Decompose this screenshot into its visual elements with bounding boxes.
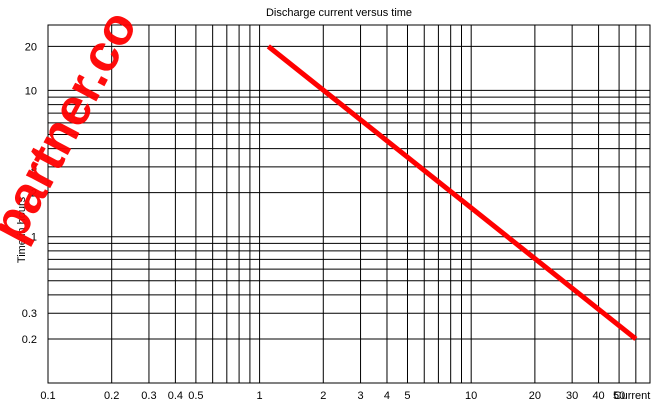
y-tick-label: 10 [25, 85, 37, 97]
x-tick-label: 0.2 [104, 390, 119, 402]
x-tick-label: 50 [613, 390, 625, 402]
x-tick-label: 20 [529, 390, 541, 402]
x-tick-label: 3 [357, 390, 363, 402]
x-tick-label: 10 [465, 390, 477, 402]
x-tick-label: 5 [404, 390, 410, 402]
plot-frame [47, 24, 651, 384]
y-tick-label: 3 [31, 162, 37, 174]
y-tick-label: 1 [31, 232, 37, 244]
x-tick-label: 0.3 [141, 390, 156, 402]
x-tick-label: 40 [592, 390, 604, 402]
x-tick-label: 0.5 [188, 390, 203, 402]
y-tick-labels: 0.2 0.3 1 2 3 10 20 [22, 41, 37, 346]
x-tick-label: 0.1 [40, 390, 55, 402]
series-line [266, 44, 638, 341]
series-layer [266, 44, 638, 341]
chart-title: Discharge current versus time [266, 7, 412, 19]
x-tick-label: 1 [257, 390, 263, 402]
x-tick-label: 30 [566, 390, 578, 402]
x-axis-label: Current [614, 390, 651, 402]
y-tick-label: 20 [25, 41, 37, 53]
x-tick-labels: 0.1 0.2 0.3 0.4 0.5 1 2 3 4 5 10 20 30 40 50 [40, 390, 625, 402]
x-tick-label: 2 [320, 390, 326, 402]
y-tick-label: 2 [31, 188, 37, 200]
y-tick-label: 0.2 [22, 334, 37, 346]
x-tick-label: 0.4 [168, 390, 183, 402]
x-tick-label: 4 [384, 390, 390, 402]
vertical-gridlines [111, 25, 637, 383]
horizontal-gridlines [48, 45, 650, 340]
y-axis-label: Time in hours [16, 196, 28, 263]
y-tick-label: 0.3 [22, 308, 37, 320]
